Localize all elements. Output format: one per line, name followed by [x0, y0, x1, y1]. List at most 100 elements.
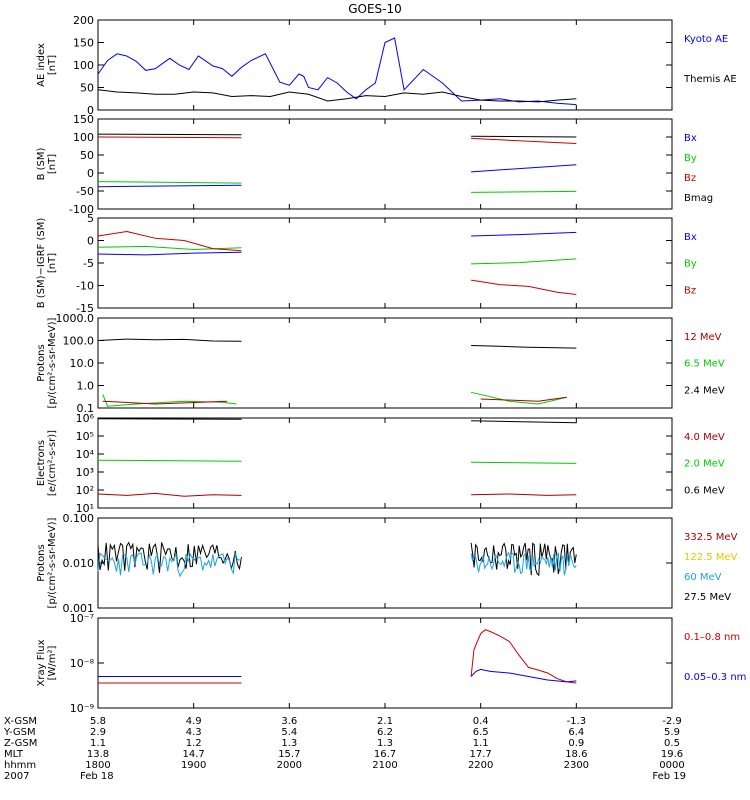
panel-frame	[97, 417, 673, 509]
y-tick-label: -50	[76, 185, 94, 198]
table-cell: 4.3	[186, 727, 202, 738]
y-tick-label: 10³	[76, 466, 94, 479]
table-cell: 18.6	[565, 749, 587, 760]
legend-label: Bx	[684, 232, 697, 243]
panel-7: 10⁻⁹ 10⁻⁸ 10⁻⁷ Xray Flux[W/m²] 0.1–0.8 nm 0.0…	[36, 612, 746, 715]
table-cell: -2.9	[662, 716, 682, 727]
series-line	[471, 190, 577, 193]
y-tick-label: 200	[73, 14, 94, 27]
y-tick-label: 0.1	[77, 402, 95, 415]
panel-frame	[97, 118, 673, 210]
y-tick-label: 10.0	[70, 357, 95, 370]
series-line	[480, 396, 567, 402]
row-label: hhmm	[4, 760, 36, 771]
series-line	[102, 400, 228, 405]
legend-label: 6.5 MeV	[684, 359, 725, 370]
table-cell: 1800	[85, 760, 110, 771]
series-line	[97, 552, 242, 578]
ephemeris-table: X-GSMY-GSMZ-GSMMLThhmm20075.82.91.113.81…	[3, 716, 686, 782]
row-label: Z-GSM	[4, 738, 37, 749]
legend-label: Themis AE	[683, 74, 737, 85]
series-line	[97, 541, 242, 573]
series-line	[470, 668, 577, 683]
panel-frame	[97, 217, 673, 309]
series-line	[471, 493, 577, 496]
y-tick-label: 5	[87, 212, 94, 225]
y-tick-label: 100	[73, 59, 94, 72]
table-cell: 2.1	[377, 716, 393, 727]
panel-2: -100 -50 0 50 100 150 B (SM)[nT] Bx By Bz Bmag	[36, 113, 713, 216]
y-tick-label: 0	[87, 167, 94, 180]
series-line	[470, 391, 567, 405]
y-tick-label: 10⁻⁸	[70, 657, 95, 670]
y-tick-label: 0.010	[63, 557, 95, 570]
y-tick-label: 10¹	[76, 502, 94, 515]
y-tick-label: -100	[69, 203, 94, 216]
row-label: Y-GSM	[3, 727, 36, 738]
legend-label: 12 MeV	[684, 332, 722, 343]
table-cell: 1.1	[473, 738, 489, 749]
y-tick-label: 0	[87, 104, 94, 117]
y-tick-label: -10	[76, 280, 94, 293]
table-cell: 1.3	[377, 738, 393, 749]
y-axis-label: Electrons[e/(cm²-s-sr)]	[36, 430, 58, 496]
table-cell: 2200	[468, 760, 493, 771]
series-line	[97, 251, 242, 256]
table-cell: 0.9	[568, 738, 584, 749]
series-line	[97, 492, 242, 497]
figure-title: GOES-10	[348, 2, 402, 16]
table-cell: 2.9	[90, 727, 106, 738]
y-tick-label: 150	[73, 113, 94, 126]
y-axis-label: Protons[p/(cm²-s-sr-MeV)]	[36, 517, 58, 608]
table-cell: 4.9	[186, 716, 202, 727]
table-cell: 6.2	[377, 727, 393, 738]
y-tick-label: -15	[76, 302, 94, 315]
series-line	[471, 135, 577, 138]
y-axis-label: Xray Flux[W/m²]	[36, 639, 58, 686]
legend-label: Bz	[684, 285, 696, 296]
legend-label: 27.5 MeV	[684, 592, 731, 603]
table-cell: 3.6	[281, 716, 297, 727]
legend-label: 2.0 MeV	[684, 459, 725, 470]
panel-frame	[97, 617, 673, 709]
table-cell: 6.5	[473, 727, 489, 738]
table-cell: 16.7	[374, 749, 396, 760]
legend-label: 2.4 MeV	[684, 385, 725, 396]
legend-label: 122.5 MeV	[684, 552, 738, 563]
table-cell: 17.7	[470, 749, 492, 760]
y-tick-label: -5	[83, 257, 94, 270]
series-line	[471, 345, 577, 349]
legend-label: 60 MeV	[684, 572, 722, 583]
table-cell: 2300	[564, 760, 589, 771]
y-tick-label: 10⁴	[76, 448, 95, 461]
table-cell: 2000	[277, 760, 302, 771]
table-cell: 2100	[372, 760, 397, 771]
y-tick-label: 10²	[76, 484, 94, 497]
series-line	[97, 37, 577, 106]
table-cell: -1.3	[567, 716, 587, 727]
panel-5: 10¹ 10² 10³ 10⁴ 10⁵ 10⁶ Electrons[e/(cm²-s-sr)…	[36, 412, 725, 515]
y-tick-label: 0.100	[63, 512, 95, 525]
series-line	[471, 231, 577, 237]
panel-3: -15 -10 -5 0 5 B (SM)−IGRF (SM)[nT] Bx By Bz	[36, 212, 697, 315]
series-line	[471, 420, 577, 424]
table-cell: 14.7	[183, 749, 205, 760]
series-line	[470, 629, 577, 684]
table-cell: 1900	[181, 760, 206, 771]
series-line	[471, 461, 577, 464]
y-tick-label: 1000.0	[56, 312, 95, 325]
series-line	[97, 136, 242, 139]
y-tick-label: 100.0	[63, 335, 95, 348]
panel-frame	[97, 517, 673, 609]
series-line	[97, 89, 577, 103]
table-cell: 1.2	[186, 738, 202, 749]
panel-4: 0.1 1.0 10.0 100.0 1000.0Protons[p/(cm²-s-sr…	[36, 312, 725, 415]
series-line	[471, 164, 577, 173]
series-line	[470, 551, 577, 576]
panel-6: 0.001 0.010 0.100 Protons[p/(cm²-s-sr-MeV)]…	[36, 512, 738, 615]
row-label: 2007	[4, 771, 29, 782]
series-line	[97, 181, 242, 184]
y-tick-label: 50	[80, 82, 94, 95]
